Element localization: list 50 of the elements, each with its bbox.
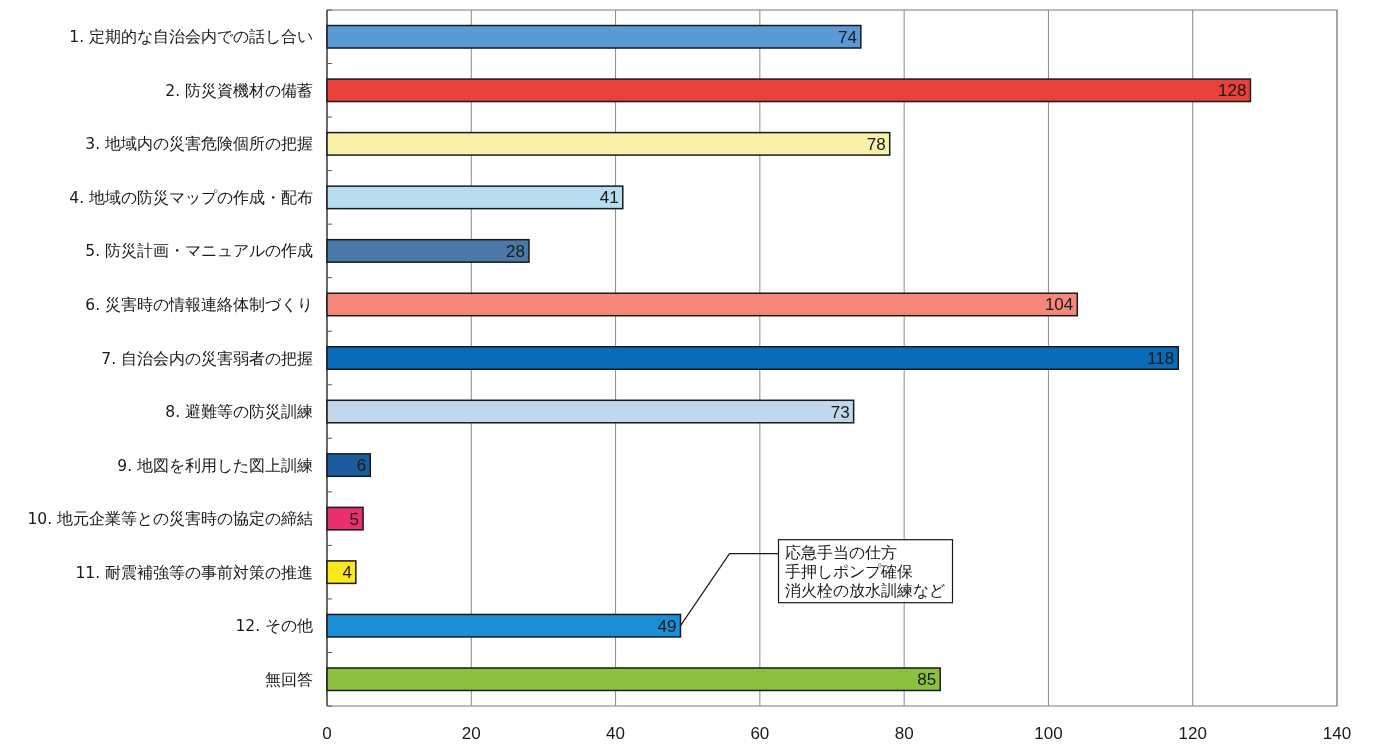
data-label: 78: [866, 134, 886, 154]
x-tick-label: 80: [894, 724, 914, 743]
x-tick-label: 60: [750, 724, 770, 743]
x-tick-label: 20: [461, 724, 481, 743]
y-tick-label: 11. 耐震補強等の事前対策の推進: [75, 563, 313, 582]
data-label: 5: [349, 509, 360, 529]
bar: [326, 399, 855, 424]
x-tick-label: 40: [606, 724, 626, 743]
y-tick-label: 9. 地図を利用した図上訓練: [117, 456, 313, 475]
x-tick-label: 100: [1034, 724, 1063, 743]
data-label: 6: [356, 456, 367, 476]
bar: [326, 131, 891, 156]
x-tick-label: 140: [1322, 724, 1352, 743]
annotation: 手押しポンプ確保: [784, 562, 913, 581]
y-tick-label: 2. 防災資機材の備蓄: [165, 81, 313, 100]
data-label: 41: [599, 188, 619, 208]
x-tick-label: 0: [322, 724, 332, 743]
bar: [326, 185, 624, 210]
bar: [326, 506, 364, 531]
data-label: 118: [1147, 349, 1175, 368]
y-tick-label: 4. 地域の防災マップの作成・配布: [69, 188, 313, 207]
y-tick-label: 無回答: [265, 670, 313, 689]
x-tick-label: 120: [1178, 724, 1207, 743]
y-tick-label: 1. 定期的な自治会内での話し合い: [69, 28, 313, 47]
bar: [326, 24, 862, 49]
bar: [326, 613, 682, 638]
annotation: 応急手当の仕方: [784, 543, 897, 562]
data-label: 73: [830, 402, 850, 422]
data-label: 74: [837, 27, 857, 47]
data-label: 4: [342, 563, 352, 583]
y-tick-label: 6. 災害時の情報連絡体制づくり: [85, 295, 313, 314]
bar: [326, 78, 1252, 103]
data-label: 104: [1044, 295, 1074, 315]
bar: [326, 346, 1180, 370]
bar: [326, 238, 530, 263]
y-tick-label: 7. 自治会内の災害弱者の把握: [101, 349, 313, 368]
y-tick-label: 8. 避難等の防災訓練: [165, 403, 313, 422]
annotation: 消火栓の放水訓練など: [784, 581, 945, 600]
y-tick-label: 12. その他: [235, 617, 313, 636]
bar: [326, 560, 357, 585]
bar: [326, 292, 1079, 317]
data-label: 28: [506, 241, 525, 261]
data-label: 128: [1218, 81, 1247, 101]
data-label: 49: [657, 616, 677, 636]
y-tick-label: 10. 地元企業等との災害時の協定の締結: [27, 510, 313, 529]
data-label: 85: [917, 670, 937, 690]
y-tick-label: 3. 地域内の災害危険個所の把握: [85, 135, 313, 154]
bar: [326, 667, 941, 692]
y-tick-label: 5. 防災計画・マニュアルの作成: [85, 242, 313, 261]
bar: [326, 453, 372, 478]
